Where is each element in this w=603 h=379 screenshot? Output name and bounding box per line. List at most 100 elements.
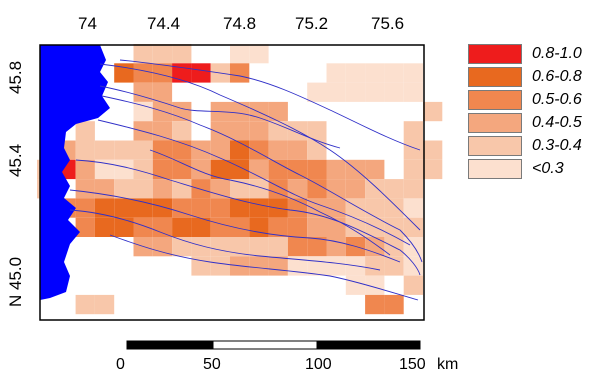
scale-bar-label: 100: [305, 356, 332, 373]
grid-cell: [345, 275, 366, 295]
legend-swatch: [468, 159, 522, 179]
grid-cell: [249, 101, 269, 122]
grid-cell: [75, 159, 95, 180]
grid-cell: [191, 63, 211, 83]
grid-cell: [249, 198, 269, 218]
grid-cell: [287, 237, 308, 257]
grid-cell: [384, 179, 404, 199]
grid-cell: [133, 217, 153, 237]
grid-cell: [326, 82, 346, 102]
grid-cell: [114, 179, 134, 199]
grid-cell: [210, 237, 230, 257]
grid-cell: [403, 217, 423, 237]
grid-cell: [345, 63, 366, 83]
grid-cell: [326, 159, 346, 180]
river-channel: [99, 85, 341, 149]
grid-cell: [268, 140, 288, 160]
grid-cell: [326, 256, 346, 276]
grid-cell: [268, 121, 288, 141]
grid-cell: [94, 140, 115, 160]
latitude-tick-label: 45.8: [6, 60, 25, 94]
grid-cell: [307, 256, 327, 276]
grid-cell: [172, 159, 192, 180]
grid-cell: [133, 179, 153, 199]
river-channel: [99, 63, 421, 231]
grid-cell: [210, 256, 230, 276]
legend-swatch: [468, 44, 522, 64]
river-channel: [97, 119, 411, 246]
legend-label: 0.5-0.6: [532, 91, 582, 108]
scale-bar-segment: [316, 340, 421, 350]
scale-bar-label: 0: [116, 356, 125, 373]
grid-cell: [94, 294, 115, 315]
grid-cell: [94, 198, 115, 218]
latitude-tick-label: N 45.0: [6, 256, 25, 307]
grid-cell: [230, 237, 250, 257]
grid-cell: [152, 237, 173, 257]
grid-cell: [403, 140, 423, 160]
grid-cell: [268, 237, 288, 257]
grid-cell: [249, 217, 269, 237]
legend-item: 0.8-1.0: [468, 44, 603, 64]
longitude-tick-label: 75.6: [371, 14, 405, 33]
grid-cell: [230, 179, 250, 199]
grid-cell: [152, 179, 173, 199]
grid-cell: [75, 140, 95, 160]
scale-bar-segment: [212, 340, 318, 350]
grid-cell: [172, 179, 192, 199]
legend-swatch: [468, 136, 522, 156]
grid-cell: [114, 159, 134, 180]
map-frame: [39, 44, 425, 321]
grid-cell: [307, 140, 327, 160]
latitude-tick-label: 45.4: [6, 143, 25, 177]
grid-cell: [423, 101, 443, 122]
grid-cell: [172, 121, 192, 141]
grid-cell: [268, 217, 288, 237]
legend-item: 0.5-0.6: [468, 90, 603, 110]
scale-bar-label: 150: [399, 356, 426, 373]
grid-cell: [403, 63, 423, 83]
grid-cell: [249, 121, 269, 141]
grid-cell: [152, 198, 173, 218]
longitude-tick-label: 74.4: [147, 14, 181, 33]
river-channel: [69, 189, 401, 263]
river-channel: [149, 149, 391, 256]
grid-cell: [307, 121, 327, 141]
grid-cell: [365, 179, 385, 199]
grid-cell: [172, 198, 192, 218]
grid-cell: [210, 140, 230, 160]
grid-cell: [287, 140, 308, 160]
legend-item: 0.6-0.8: [468, 67, 603, 87]
scale-bar-label: 50: [203, 356, 221, 373]
grid-cell: [152, 44, 173, 64]
grid-cell: [172, 101, 192, 122]
grid-cell: [152, 82, 173, 102]
grid-cell: [230, 121, 250, 141]
grid-cell: [403, 256, 423, 276]
grid-cell: [114, 217, 134, 237]
grid-cell: [326, 63, 346, 83]
grid-cell: [423, 159, 443, 180]
grid-cell: [172, 217, 192, 237]
legend-item: 0.4-0.5: [468, 113, 603, 133]
legend-label: 0.3-0.4: [532, 137, 582, 154]
grid-cell: [230, 198, 250, 218]
grid-cell: [172, 44, 192, 64]
grid-cell: [307, 179, 327, 199]
grid-cell: [114, 140, 134, 160]
grid-cell: [345, 198, 366, 218]
grid-cell: [268, 159, 288, 180]
grid-cell: [249, 44, 269, 64]
grid-cell: [249, 256, 269, 276]
grid-cell: [133, 140, 153, 160]
grid-cell: [287, 256, 308, 276]
river-channel: [69, 209, 381, 271]
grid-cell: [307, 237, 327, 257]
grid-cell: [210, 198, 230, 218]
grid-cell: [403, 121, 423, 141]
grid-cell: [191, 237, 211, 257]
grid-cell: [307, 82, 327, 102]
grid-cell: [152, 121, 173, 141]
grid-cell: [249, 179, 269, 199]
river-channel: [75, 159, 421, 276]
